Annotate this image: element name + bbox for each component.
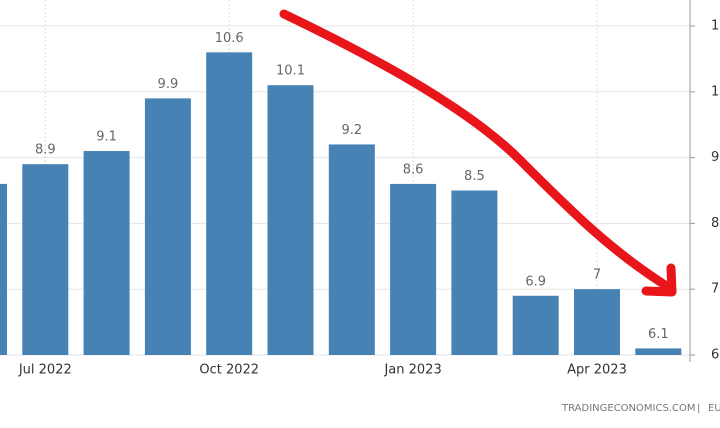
bar [635, 348, 682, 355]
bar [451, 190, 498, 355]
bar [0, 183, 7, 355]
arrow-head [641, 263, 677, 297]
value-label: 6.9 [525, 274, 546, 289]
value-label: 7 [593, 268, 601, 283]
x-tick-label: Apr 2023 [567, 363, 627, 378]
bars [0, 52, 682, 355]
value-label: 8.6 [403, 162, 424, 177]
y-tick-label: 11 [711, 19, 720, 34]
y-tick-label: 6 [711, 348, 719, 363]
bar [83, 151, 130, 355]
value-label: 8.5 [464, 169, 485, 184]
value-label: 9.9 [158, 77, 179, 92]
trend-arrow [279, 9, 670, 290]
bar [512, 295, 559, 355]
source-separator: | [697, 403, 700, 414]
source-text: TRADINGECONOMICS.COM [561, 403, 695, 414]
value-label: 9.2 [341, 123, 362, 138]
bar [574, 289, 620, 355]
value-label: 8.9 [35, 143, 56, 158]
value-label: 10.1 [276, 64, 305, 79]
y-tick-label: 10 [711, 84, 720, 99]
value-label: 10.6 [215, 31, 244, 46]
bar [144, 98, 191, 355]
bar [22, 164, 69, 355]
bar [328, 144, 375, 355]
bar [206, 52, 253, 355]
source-region: EU [708, 403, 720, 414]
x-tick-label: Jul 2022 [18, 363, 72, 378]
y-tick-label: 8 [711, 216, 719, 231]
bar [390, 183, 437, 355]
x-tick-label: Oct 2022 [199, 363, 259, 378]
y-tick-label: 7 [711, 282, 719, 297]
x-tick-label: Jan 2023 [383, 363, 441, 378]
y-tick-label: 9 [711, 150, 719, 165]
value-label: 9.1 [96, 130, 117, 145]
bar [267, 85, 314, 355]
value-label: 6.1 [648, 327, 669, 342]
